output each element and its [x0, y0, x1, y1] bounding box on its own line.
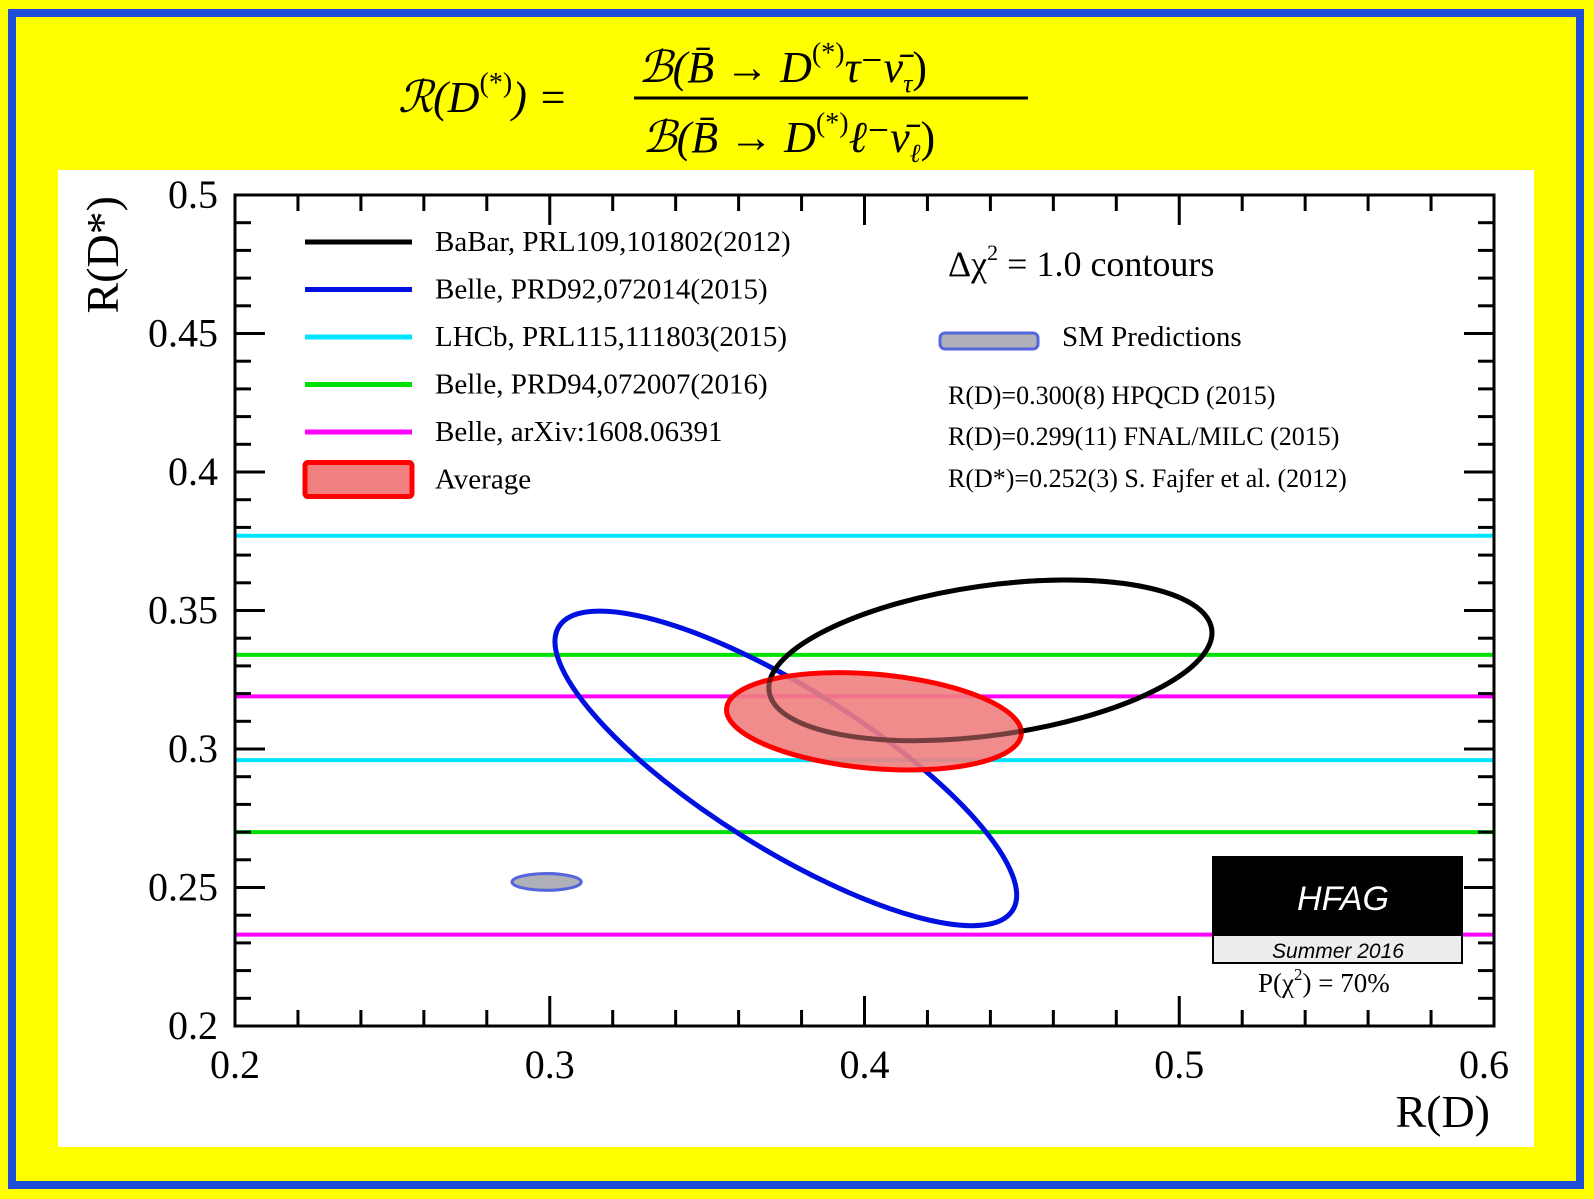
- plot-canvas: [58, 170, 1534, 1147]
- formula-denominator: ℬ(B̄ → D(*)ℓ⁻ν̄ℓ): [642, 108, 935, 168]
- y-tick-label-6: 0.5: [168, 172, 218, 217]
- slide-border: [8, 9, 1584, 1189]
- hfag-logo-text: HFAG: [1297, 880, 1389, 918]
- y-tick-label-0: 0.2: [168, 1003, 218, 1048]
- contour-ellipse-4: [510, 872, 583, 892]
- sm-prediction-3: R(D*)=0.252(3) S. Fajfer et al. (2012): [948, 464, 1347, 493]
- sm-prediction-1: R(D)=0.300(8) HPQCD (2015): [948, 381, 1275, 410]
- contour-ellipse-2: [724, 670, 1024, 773]
- y-tick-label-3: 0.35: [148, 588, 218, 633]
- sm-prediction-2: R(D)=0.299(11) FNAL/MILC (2015): [948, 422, 1339, 451]
- x-axis-label: R(D): [1395, 1086, 1490, 1137]
- x-tick-label-2: 0.4: [840, 1042, 890, 1087]
- contours-annotation: Δχ2 = 1.0 contours: [948, 240, 1214, 284]
- contour-ellipses: [510, 577, 1215, 929]
- sm-legend-label: SM Predictions: [1062, 321, 1242, 353]
- hfag-logo: HFAG Summer 2016: [1212, 856, 1463, 964]
- sm-legend-swatch: [938, 331, 1040, 351]
- x-tick-label-0: 0.2: [210, 1042, 260, 1087]
- legend-label-3: Belle, PRD94,072007(2016): [435, 369, 768, 401]
- legend-label-0: BaBar, PRL109,101802(2012): [435, 226, 791, 258]
- formula-numerator: ℬ(B̄ → D(*)τ⁻ν̄τ): [638, 38, 927, 98]
- formula: ℛ(D(*)) = ℬ(B̄ → D(*)τ⁻ν̄τ) ℬ(B̄ → D(*)ℓ…: [398, 38, 1028, 168]
- legend: BaBar, PRL109,101802(2012) Belle, PRD92,0…: [302, 226, 791, 499]
- legend-label-5: Average: [435, 464, 531, 496]
- contour-ellipse-0-overlay: [766, 577, 1215, 744]
- legend-label-4: Belle, arXiv:1608.06391: [435, 416, 723, 448]
- legend-label-2: LHCb, PRL115,111803(2015): [435, 321, 787, 353]
- axis-ticks: [233, 193, 1496, 1028]
- hfag-season: Summer 2016: [1272, 940, 1404, 963]
- y-tick-label-1: 0.25: [148, 865, 218, 910]
- axis-tick-labels: 0.2 0.3 0.4 0.5 0.6 0.2 0.25 0.3 0.35 0.4 0.45 0.5: [148, 172, 1509, 1087]
- formula-lhs: ℛ(D(*)) =: [398, 68, 568, 122]
- x-tick-label-4: 0.6: [1459, 1042, 1509, 1087]
- y-tick-label-2: 0.3: [168, 726, 218, 771]
- legend-swatch-5: [302, 460, 415, 499]
- y-axis-label: R(D*): [77, 196, 128, 314]
- y-tick-label-4: 0.4: [168, 449, 218, 494]
- y-tick-label-5: 0.45: [148, 311, 218, 356]
- p-chi2-value: P(χ2) = 70%: [1258, 965, 1390, 998]
- x-tick-label-1: 0.3: [525, 1042, 575, 1087]
- x-tick-label-3: 0.5: [1154, 1042, 1204, 1087]
- legend-label-1: Belle, PRD92,072014(2015): [435, 274, 768, 306]
